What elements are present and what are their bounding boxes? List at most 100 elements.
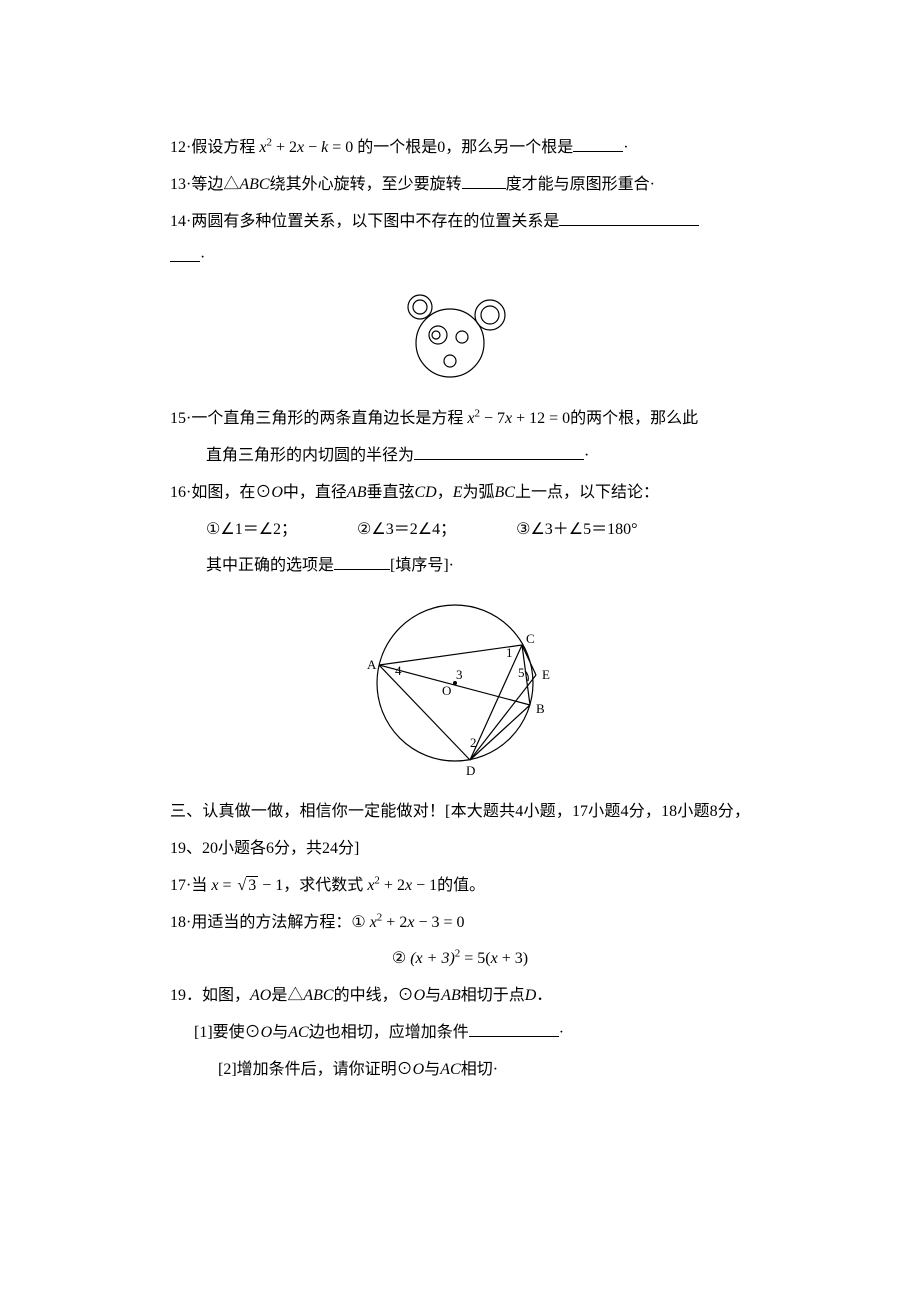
- q16-t4: 为弧: [463, 484, 495, 501]
- q19-s2t2: 相切·: [461, 1061, 498, 1078]
- fig16-label-D: D: [466, 763, 475, 778]
- q12-mid: 的一个根是0，那么另一个根是: [357, 139, 573, 156]
- fig16-n5: 5: [518, 665, 525, 680]
- q16-opt1: ①∠1＝∠2；: [206, 512, 297, 549]
- q19-t1: 是△: [271, 987, 303, 1004]
- q16-CD: CD: [414, 484, 436, 501]
- page-root: 12·假设方程 x2 + 2x − k = 0 的一个根是0，那么另一个根是· …: [0, 0, 920, 1302]
- q14-blank2: [170, 245, 200, 262]
- q16-l3post: [填序号]·: [390, 557, 454, 574]
- q15-l2: 直角三角形的内切圆的半径为·: [170, 438, 750, 475]
- q16-o2t: ∠3＝2∠4；: [371, 521, 456, 538]
- q19-s1t1: 与: [272, 1024, 288, 1041]
- q12-d: −: [304, 139, 321, 156]
- q14-figure: [380, 285, 540, 385]
- fig14-earR-i: [481, 306, 499, 324]
- q17: 17·当 x = 3 − 1，求代数式 x2 + 2x − 1的值。: [170, 868, 750, 905]
- q16-o3t: ∠3＋∠5＝180°: [530, 521, 637, 538]
- fig16-n3: 3: [456, 667, 463, 682]
- fig14-eyeL-i: [432, 331, 440, 339]
- section3-text: 三、认真做一做，相信你一定能做对！[本大题共4小题，17小题4分，18小题8分，…: [170, 803, 750, 857]
- fig16-n1: 1: [506, 645, 513, 660]
- q16-t1: 中，直径: [283, 484, 347, 501]
- q14-num: 14: [170, 213, 186, 230]
- q19-s1O: O: [261, 1024, 273, 1041]
- q19-AO: AO: [250, 987, 271, 1004]
- q18-l1: 18·用适当的方法解方程：① x2 + 2x − 3 = 0: [170, 905, 750, 942]
- q16-AB: AB: [347, 484, 367, 501]
- fig16-n2: 2: [470, 735, 477, 750]
- q16-c3: ③: [516, 512, 530, 549]
- q17-plus: + 2: [380, 877, 405, 894]
- q18-num: 18: [170, 914, 186, 931]
- q16-opts: ①∠1＝∠2； ②∠3＝2∠4； ③∠3＋∠5＝180°: [170, 512, 750, 549]
- q17-m1: − 1: [258, 877, 283, 894]
- fig14-earR-o: [475, 300, 505, 330]
- q17-rad: 3: [246, 876, 258, 894]
- q18-c2: ②: [392, 941, 406, 978]
- q13-num: 13: [170, 176, 186, 193]
- q16-opt2: ②∠3＝2∠4；: [357, 512, 456, 549]
- fig16-label-E: E: [542, 667, 550, 682]
- q16-figure: A C B D E O 1 2 3 4 5: [360, 593, 560, 778]
- q19-t4: 相切于点: [461, 987, 525, 1004]
- fig14-eyeR: [456, 331, 468, 343]
- q18-e1a: x: [370, 914, 377, 931]
- q19-s2O: O: [413, 1061, 425, 1078]
- q18-pre: ·用适当的方法解方程：: [186, 914, 351, 931]
- q12-f: = 0: [328, 139, 353, 156]
- fig16-label-O: O: [442, 683, 451, 698]
- q12-b: + 2: [272, 139, 297, 156]
- fig14-earL-o: [408, 295, 432, 319]
- q14-l1: 14·两圆有多种位置关系，以下图中不存在的位置关系是: [170, 204, 750, 241]
- q14-l2: ·: [170, 240, 750, 277]
- q15-tail: ·: [584, 447, 589, 464]
- q19-t3: 与: [425, 987, 441, 1004]
- q19-ABC: ABC: [303, 987, 333, 1004]
- q16-l3: 其中正确的选项是 [填序号]·: [170, 548, 750, 585]
- q14-blank: [559, 209, 699, 226]
- q19-s1t2: 边也相切，应增加条件: [309, 1024, 469, 1041]
- q19-s1AC: AC: [288, 1024, 308, 1041]
- fig16-label-B: B: [536, 701, 545, 716]
- q16-c2: ②: [357, 512, 371, 549]
- q18-e1b: + 2: [382, 914, 407, 931]
- q16-t3: ，: [437, 484, 453, 501]
- q16-l3pre: 其中正确的选项是: [206, 557, 334, 574]
- q16-o1t: ∠1＝∠2；: [220, 521, 297, 538]
- q15-blank: [414, 443, 584, 460]
- q15-b: − 7: [480, 410, 505, 427]
- q12-pre: ·假设方程: [186, 139, 255, 156]
- q13-abc: ABC: [239, 176, 269, 193]
- q16-figure-wrap: A C B D E O 1 2 3 4 5: [170, 593, 750, 778]
- fig14-mouth: [444, 355, 456, 367]
- q13-blank: [462, 172, 506, 189]
- q12: 12·假设方程 x2 + 2x − k = 0 的一个根是0，那么另一个根是·: [170, 130, 750, 167]
- q15-pre: ·一个直角三角形的两条直角边长是方程: [186, 410, 463, 427]
- fig16-DB: [470, 705, 530, 760]
- fig16-AB: [379, 665, 530, 705]
- fig16-label-A: A: [367, 657, 377, 672]
- fig16-AC: [379, 645, 522, 665]
- q14-text1: ·两圆有多种位置关系，以下图中不存在的位置关系是: [186, 213, 559, 230]
- q19-O: O: [414, 987, 426, 1004]
- q16-t2: 垂直弦: [366, 484, 414, 501]
- q17-x3: x: [405, 877, 412, 894]
- q15-mid: 的两个根，那么此: [570, 410, 698, 427]
- q13-mid2: 度才能与原图形重合·: [506, 176, 655, 193]
- q15-d: + 12 = 0: [512, 410, 570, 427]
- q19-t2: 的中线，⊙: [334, 987, 414, 1004]
- q19-s1pre: [1]要使⊙: [194, 1024, 261, 1041]
- q19-s2t1: 与: [424, 1061, 440, 1078]
- q18-e2b: = 5(: [460, 950, 490, 967]
- q19-AB: AB: [441, 987, 461, 1004]
- q19-s2pre: [2]增加条件后，请你证明⊙: [218, 1061, 413, 1078]
- section3: 三、认真做一做，相信你一定能做对！[本大题共4小题，17小题4分，18小题8分，…: [170, 794, 750, 868]
- q14-figure-wrap: [170, 285, 750, 385]
- q17-mid: ，求代数式: [283, 877, 363, 894]
- fig14-earL-i: [413, 300, 427, 314]
- q17-eq: =: [218, 877, 235, 894]
- q17-tail: 的值。: [437, 877, 485, 894]
- q18-l2: ② (x + 3)2 = 5(x + 3): [170, 941, 750, 978]
- q12-blank: [573, 135, 623, 152]
